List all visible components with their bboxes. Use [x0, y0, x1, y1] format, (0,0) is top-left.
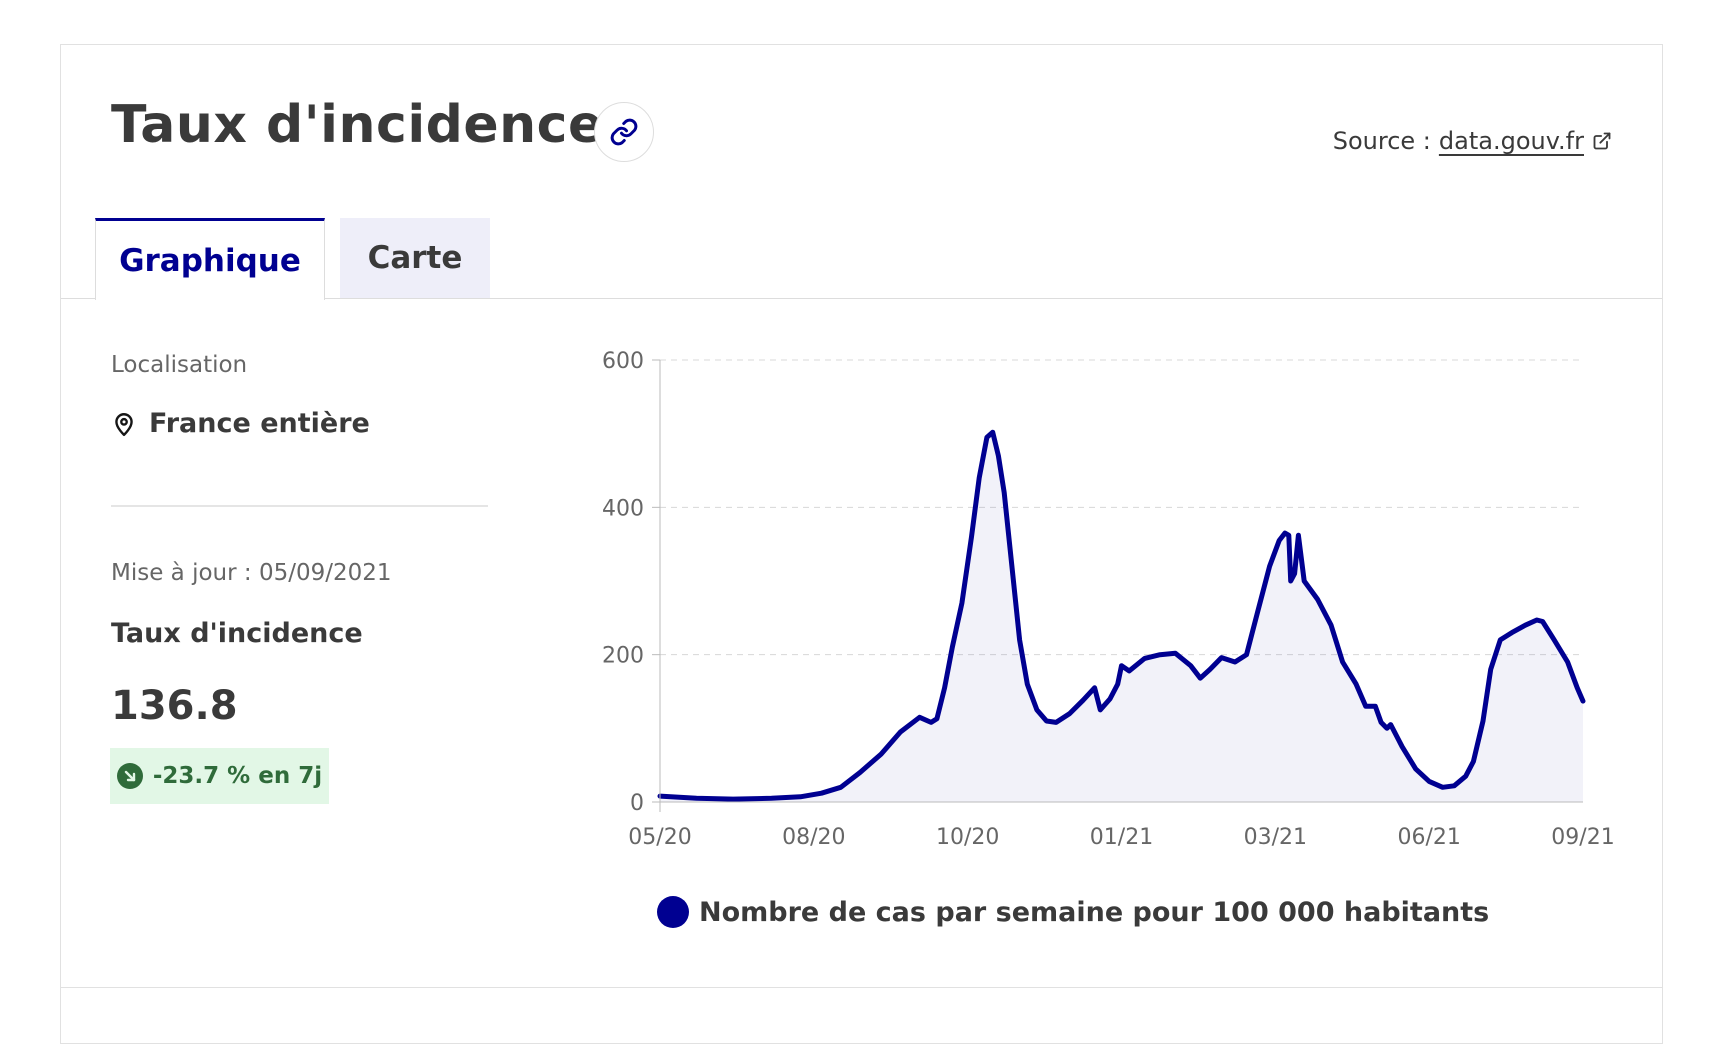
source-label: Source :: [1332, 127, 1431, 155]
x-tick-label: 01/21: [1090, 825, 1153, 850]
y-tick-label: 0: [630, 791, 644, 816]
page-title: Taux d'incidence: [111, 95, 604, 155]
copy-link-button[interactable]: [594, 102, 654, 162]
series-area: [660, 432, 1583, 802]
source-link[interactable]: data.gouv.fr: [1439, 127, 1612, 155]
location-pin-icon: [115, 412, 133, 436]
trend-badge: -23.7 % en 7j: [110, 748, 329, 804]
y-tick-label: 200: [602, 644, 644, 669]
metric-name: Taux d'incidence: [111, 618, 363, 649]
trend-text: -23.7 % en 7j: [152, 763, 323, 789]
legend-dot: [657, 896, 689, 928]
source-link-text: data.gouv.fr: [1438, 127, 1584, 155]
x-tick-label: 06/21: [1397, 825, 1460, 850]
legend-label: Nombre de cas par semaine pour 100 000 h…: [699, 896, 1490, 928]
x-tick-label: 09/21: [1551, 825, 1614, 850]
x-tick-label: 05/20: [628, 825, 691, 850]
source: Source : data.gouv.fr: [1333, 127, 1612, 155]
chart-legend: Nombre de cas par semaine pour 100 000 h…: [657, 896, 1489, 928]
incidence-chart: 0 200 400 600 05/20 08/20 10/20 01/21 03/21 06/21…: [602, 349, 1615, 850]
location-selector[interactable]: France entière: [111, 408, 370, 439]
link-icon: [610, 118, 638, 146]
metric-value: 136.8: [111, 683, 238, 729]
x-tick-label: 03/21: [1244, 825, 1307, 850]
arrow-down-right-icon: [116, 763, 143, 789]
card-divider: [61, 987, 1662, 988]
location-label: Localisation: [111, 352, 248, 378]
y-tick-label: 400: [602, 496, 644, 521]
tabs-divider: [61, 298, 1662, 299]
external-link-icon: [1593, 132, 1611, 150]
tab-graphique[interactable]: Graphique: [95, 218, 325, 300]
series-line: [657, 429, 1586, 802]
incidence-card: [60, 44, 1663, 1044]
location-value: France entière: [149, 408, 370, 439]
update-date: Mise à jour : 05/09/2021: [111, 560, 392, 586]
y-tick-label: 600: [602, 349, 644, 374]
sidebar-separator: [111, 505, 488, 507]
tab-carte[interactable]: Carte: [340, 218, 490, 298]
x-tick-label: 08/20: [782, 825, 845, 850]
x-tick-label: 10/20: [936, 825, 999, 850]
